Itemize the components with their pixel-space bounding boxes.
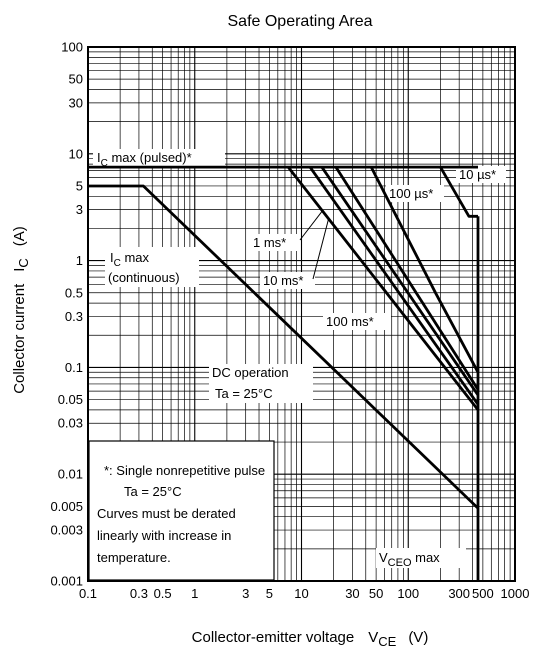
x-axis-unit: (V): [408, 629, 428, 646]
x-tick-label: 5: [266, 586, 273, 601]
curves: [88, 165, 480, 581]
y-tick-label: 0.5: [65, 285, 83, 300]
label-vceo-max: VCEO max: [379, 550, 440, 569]
y-axis-unit: (A): [11, 226, 28, 246]
note-line-2: Ta = 25°C: [124, 484, 182, 499]
note-line-5: temperature.: [97, 550, 171, 565]
curve-pulse-100ms: [287, 166, 480, 411]
x-tick-label: 30: [345, 586, 359, 601]
curve-dc-operation: [88, 184, 479, 510]
curve-pulse-10us-upper: [439, 166, 478, 218]
y-tick-label: 0.03: [58, 416, 83, 431]
y-axis-symbol-sub: C: [16, 258, 31, 267]
x-axis-symbol-sub: CE: [378, 634, 396, 649]
y-tick-label: 3: [76, 202, 83, 217]
x-tick-label: 10: [294, 586, 308, 601]
tick-labels: 0.1 0.3 0.5 1 3 5 10 30 50 100 300 500 1000100503010…: [50, 40, 529, 602]
curve-pulse-1ms: [320, 166, 480, 396]
annotation-boxes: [88, 149, 506, 581]
y-tick-label: 0.01: [58, 467, 83, 482]
y-axis-label: Collector current IC (A): [11, 226, 31, 394]
y-axis-symbol: I: [11, 268, 28, 272]
label-10us: 10 µs*: [459, 167, 496, 182]
x-tick-label: 100: [397, 586, 419, 601]
y-tick-label: 10: [69, 146, 83, 161]
x-tick-label: 0.1: [79, 586, 97, 601]
bg-10ms: [260, 272, 315, 289]
x-axis-label: Collector-emitter voltage VCE (V): [192, 629, 429, 649]
y-tick-label: 0.05: [58, 392, 83, 407]
x-tick-label: 500: [472, 586, 494, 601]
x-tick-label: 0.3: [130, 586, 148, 601]
y-tick-label: 5: [76, 178, 83, 193]
x-tick-label: 0.5: [154, 586, 172, 601]
y-tick-label: 100: [61, 40, 83, 55]
y-tick-label: 1: [76, 253, 83, 268]
y-axis-label-text: Collector current: [11, 283, 28, 394]
y-tick-label: 0.1: [65, 360, 83, 375]
y-tick-label: 0.3: [65, 309, 83, 324]
bg-ic-cont: [105, 247, 199, 287]
bg-10us: [456, 166, 506, 183]
note-line-1: *: Single nonrepetitive pulse: [104, 463, 265, 478]
x-axis-label-text: Collector-emitter voltage: [192, 629, 355, 646]
plot-border: [87, 46, 516, 582]
bg-vceo: [376, 548, 466, 568]
notes-box: [88, 440, 275, 581]
x-tick-label: 1: [191, 586, 198, 601]
x-tick-label: 1000: [501, 586, 530, 601]
label-10ms: 10 ms*: [263, 273, 303, 288]
bg-1ms: [250, 234, 300, 251]
label-1ms: 1 ms*: [253, 235, 286, 250]
label-ic-max-pulsed: IC max (pulsed)*: [97, 150, 192, 169]
curve-pulse-10us: [369, 166, 480, 373]
y-tick-label: 50: [69, 72, 83, 87]
x-tick-label: 300: [448, 586, 470, 601]
label-dc-ta: Ta = 25°C: [215, 386, 273, 401]
label-ic-max-continuous-2: (continuous): [108, 270, 180, 285]
bg-100us: [386, 185, 444, 202]
axes-frame: [87, 46, 516, 582]
note-line-4: linearly with increase in: [97, 528, 231, 543]
curve-pulse-100us: [334, 166, 480, 391]
bg-100ms: [323, 313, 391, 330]
note-line-3: Curves must be derated: [97, 506, 236, 521]
leader-line: [299, 209, 324, 241]
label-dc-operation: DC operation: [212, 365, 289, 380]
y-tick-label: 30: [69, 95, 83, 110]
x-tick-label: 50: [369, 586, 383, 601]
y-tick-label: 0.005: [50, 499, 83, 514]
bg-dc-op: [209, 364, 313, 403]
x-tick-label: 3: [242, 586, 249, 601]
curve-pulse-10ms: [308, 166, 480, 406]
chart-title: Safe Operating Area: [228, 13, 373, 30]
y-tick-label: 0.003: [50, 523, 83, 538]
label-ic-max-continuous-1: IC max: [110, 250, 150, 269]
x-axis-symbol: V: [368, 629, 378, 646]
y-tick-label: 0.001: [50, 574, 83, 589]
leader-line: [312, 217, 330, 280]
bg-ic-pulsed: [93, 149, 225, 166]
label-100us: 100 µs*: [389, 186, 433, 201]
label-100ms: 100 ms*: [326, 314, 374, 329]
